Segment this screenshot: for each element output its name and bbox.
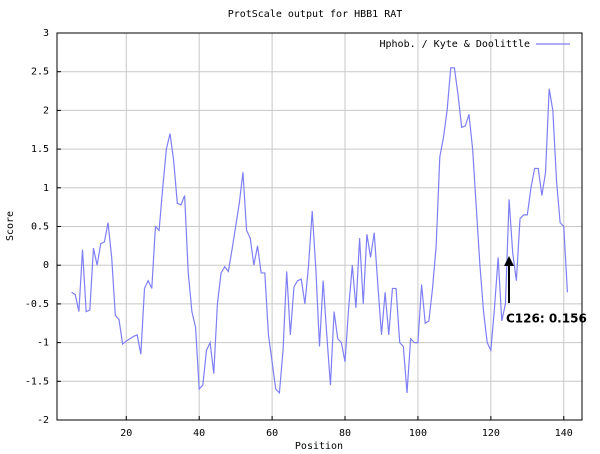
plot-frame [56, 32, 583, 421]
x-axis-label: Position [295, 441, 343, 452]
y-tick-label: 1.5 [31, 144, 49, 155]
x-tick-label: 100 [409, 428, 427, 439]
x-tick-label: 40 [193, 428, 205, 439]
y-tick-label: -2 [37, 415, 49, 426]
y-tick-label: 0.5 [31, 222, 49, 233]
y-tick-label: -1.5 [25, 376, 49, 387]
plot-area: -2 -1.5 -1 -0.5 0 0.5 1 1.5 2 2.5 3 20 40 60 80 100 120 1… [25, 28, 583, 439]
y-tick-label: 1 [43, 183, 49, 194]
x-tick-label: 60 [266, 428, 278, 439]
chart-title: ProtScale output for HBB1 RAT [228, 9, 403, 20]
x-tick-label: 140 [555, 428, 573, 439]
y-tick-label: -0.5 [25, 299, 49, 310]
legend-label: Hphob. / Kyte & Doolittle [379, 39, 530, 50]
data-line [71, 67, 569, 395]
y-axis-label: Score [5, 211, 16, 241]
y-tick-label: 3 [43, 28, 49, 39]
y-tick-label: 2.5 [31, 67, 49, 78]
annotation: C126: 0.156 [506, 312, 587, 326]
x-tick-label: 120 [482, 428, 500, 439]
y-tick-label: -1 [37, 338, 49, 349]
y-tick-label: 0 [43, 260, 49, 271]
y-tick-label: 2 [43, 105, 49, 116]
x-tick-label: 20 [120, 428, 132, 439]
x-tick-label: 80 [339, 428, 351, 439]
annotation-arrowhead [504, 256, 514, 266]
